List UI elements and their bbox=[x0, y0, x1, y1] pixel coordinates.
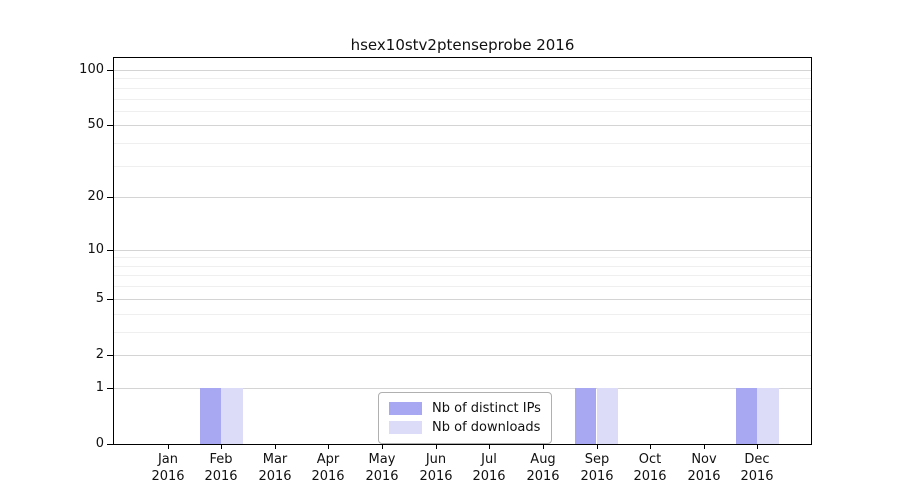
x-tick-mark bbox=[168, 445, 169, 449]
y-tick-label: 1 bbox=[95, 380, 104, 395]
minor-gridline bbox=[114, 110, 811, 112]
x-tick-year: 2016 bbox=[740, 469, 774, 484]
x-tick-label: Jul 2016 bbox=[457, 451, 521, 485]
minor-gridline bbox=[114, 265, 811, 267]
major-gridline bbox=[114, 125, 811, 127]
x-tick-month: Sep bbox=[584, 452, 610, 467]
x-tick-label: Jun 2016 bbox=[404, 451, 468, 485]
x-tick-year: 2016 bbox=[526, 469, 560, 484]
x-tick-year: 2016 bbox=[365, 469, 399, 484]
x-tick-year: 2016 bbox=[151, 469, 185, 484]
y-tick-label: 100 bbox=[79, 62, 104, 77]
x-tick-mark bbox=[757, 445, 758, 449]
y-tick-mark bbox=[107, 299, 113, 300]
y-tick-mark bbox=[107, 388, 113, 389]
bar-nb-of-distinct-ips bbox=[199, 387, 222, 444]
x-tick-mark bbox=[704, 445, 705, 449]
major-gridline bbox=[114, 298, 811, 300]
x-tick-label: Jan 2016 bbox=[136, 451, 200, 485]
minor-gridline bbox=[114, 165, 811, 167]
x-tick-label: May 2016 bbox=[350, 451, 414, 485]
bar-nb-of-downloads bbox=[221, 387, 243, 444]
x-tick-month: Aug bbox=[530, 452, 556, 467]
y-tick-mark bbox=[107, 197, 113, 198]
y-tick-mark bbox=[107, 355, 113, 356]
x-tick-month: May bbox=[368, 452, 396, 467]
x-tick-year: 2016 bbox=[633, 469, 667, 484]
y-tick-mark bbox=[107, 444, 113, 445]
major-gridline bbox=[114, 387, 811, 389]
chart-title: hsex10stv2ptenseprobe 2016 bbox=[350, 36, 575, 54]
minor-gridline bbox=[114, 313, 811, 315]
y-tick-label: 20 bbox=[87, 189, 104, 204]
minor-gridline bbox=[114, 275, 811, 277]
x-tick-label: Feb 2016 bbox=[189, 451, 253, 485]
legend-swatch-icon bbox=[389, 421, 422, 434]
x-tick-mark bbox=[597, 445, 598, 449]
major-gridline bbox=[114, 197, 811, 199]
x-tick-month: Dec bbox=[744, 452, 770, 467]
legend-swatch-icon bbox=[389, 402, 422, 415]
x-tick-mark bbox=[382, 445, 383, 449]
x-tick-label: Apr 2016 bbox=[296, 451, 360, 485]
y-tick-label: 50 bbox=[87, 117, 104, 132]
bar-nb-of-downloads bbox=[596, 387, 618, 444]
x-tick-year: 2016 bbox=[204, 469, 238, 484]
x-tick-mark bbox=[650, 445, 651, 449]
legend-label: Nb of downloads bbox=[432, 420, 541, 435]
minor-gridline bbox=[114, 143, 811, 144]
legend: Nb of distinct IPs Nb of downloads bbox=[378, 392, 552, 444]
y-tick-mark bbox=[107, 70, 113, 71]
x-tick-year: 2016 bbox=[419, 469, 453, 484]
x-tick-label: Mar 2016 bbox=[243, 451, 307, 485]
x-tick-mark bbox=[328, 445, 329, 449]
bar-nb-of-distinct-ips bbox=[575, 387, 597, 444]
major-gridline bbox=[114, 249, 811, 251]
x-tick-month: Nov bbox=[691, 452, 717, 467]
y-tick-label: 2 bbox=[95, 347, 104, 362]
y-tick-mark bbox=[107, 250, 113, 251]
minor-gridline bbox=[114, 257, 811, 259]
minor-gridline bbox=[114, 78, 811, 80]
y-tick-label: 0 bbox=[95, 436, 104, 451]
x-tick-mark bbox=[436, 445, 437, 449]
x-tick-month: Feb bbox=[209, 452, 233, 467]
x-tick-year: 2016 bbox=[258, 469, 292, 484]
x-tick-year: 2016 bbox=[472, 469, 506, 484]
x-tick-label: Sep 2016 bbox=[565, 451, 629, 485]
x-tick-mark bbox=[489, 445, 490, 449]
minor-gridline bbox=[114, 87, 811, 89]
major-gridline bbox=[114, 355, 811, 356]
x-tick-label: Oct 2016 bbox=[618, 451, 682, 485]
y-tick-label: 10 bbox=[87, 242, 104, 257]
x-tick-label: Dec 2016 bbox=[725, 451, 789, 485]
x-tick-year: 2016 bbox=[580, 469, 614, 484]
x-tick-label: Nov 2016 bbox=[672, 451, 736, 485]
legend-item: Nb of downloads bbox=[389, 419, 541, 436]
y-tick-mark bbox=[107, 125, 113, 126]
bar-nb-of-downloads bbox=[757, 387, 779, 444]
x-tick-year: 2016 bbox=[687, 469, 721, 484]
minor-gridline bbox=[114, 331, 811, 333]
x-tick-month: Mar bbox=[262, 452, 288, 467]
bar-nb-of-distinct-ips bbox=[735, 387, 758, 444]
legend-label: Nb of distinct IPs bbox=[432, 401, 541, 416]
major-gridline bbox=[114, 69, 811, 71]
minor-gridline bbox=[114, 286, 811, 288]
minor-gridline bbox=[114, 98, 811, 100]
x-tick-month: Jun bbox=[425, 452, 447, 467]
x-tick-label: Aug 2016 bbox=[511, 451, 575, 485]
x-tick-mark bbox=[221, 445, 222, 449]
y-tick-label: 5 bbox=[95, 291, 104, 306]
x-tick-month: Jan bbox=[157, 452, 179, 467]
plot-area bbox=[113, 57, 812, 445]
x-tick-mark bbox=[275, 445, 276, 449]
x-tick-month: Oct bbox=[638, 452, 662, 467]
x-tick-month: Jul bbox=[481, 452, 497, 467]
x-tick-month: Apr bbox=[316, 452, 340, 467]
x-tick-mark bbox=[543, 445, 544, 449]
legend-item: Nb of distinct IPs bbox=[389, 400, 541, 417]
x-tick-year: 2016 bbox=[311, 469, 345, 484]
